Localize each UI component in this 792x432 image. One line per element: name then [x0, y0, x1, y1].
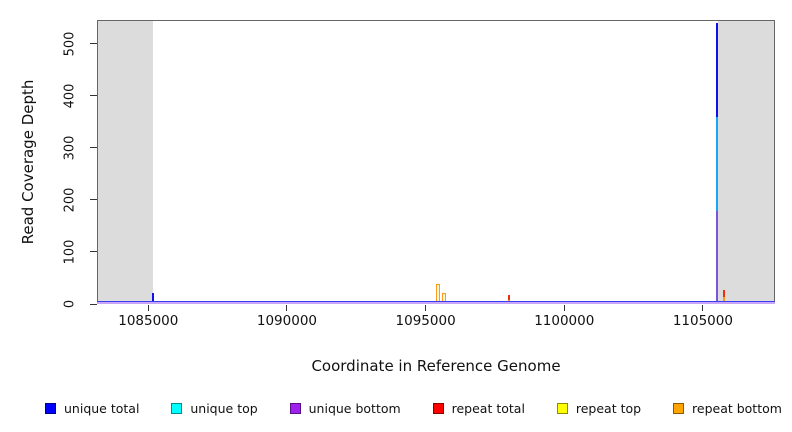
x-tick-mark: [147, 305, 149, 311]
legend-label: unique total: [64, 401, 140, 416]
spike-repeat-bottom: [722, 297, 725, 304]
legend-swatch-repeat-bottom: [673, 403, 685, 414]
y-tick-mark: [90, 303, 97, 305]
legend-swatch-unique-bottom: [289, 403, 301, 414]
y-tick-mark: [90, 147, 97, 149]
legend-label: unique bottom: [308, 401, 401, 416]
plot-area: [97, 20, 775, 304]
legend-label: repeat top: [575, 401, 642, 416]
x-tick-label: 1090000: [256, 313, 317, 329]
y-tick-mark: [90, 95, 97, 97]
legend-swatch-repeat-total: [432, 403, 444, 414]
x-tick-mark: [702, 305, 704, 311]
spike-unique-bottom: [716, 211, 719, 304]
legend-item: repeat total: [432, 401, 525, 416]
y-tick-mark: [90, 43, 97, 45]
masked-region: [717, 20, 775, 304]
x-tick-label: 1100000: [534, 313, 595, 329]
legend-item: unique bottom: [289, 401, 401, 416]
x-axis-title: Coordinate in Reference Genome: [311, 357, 561, 375]
x-tick-mark: [563, 305, 565, 311]
y-tick-label: 200: [62, 187, 78, 213]
y-tick-mark: [90, 199, 97, 201]
y-tick-label: 400: [62, 83, 78, 109]
legend-label: repeat total: [451, 401, 525, 416]
legend-swatch-repeat-top: [556, 403, 568, 414]
x-tick-mark: [286, 305, 288, 311]
legend: unique total unique top unique bottom repea…: [45, 401, 782, 416]
x-tick-label: 1095000: [395, 313, 456, 329]
y-tick-label: 0: [62, 299, 78, 309]
legend-item: repeat top: [556, 401, 642, 416]
x-tick-label: 1085000: [118, 313, 179, 329]
y-axis-title: Read Coverage Depth: [19, 79, 37, 245]
masked-region: [97, 20, 154, 304]
legend-item: unique top: [171, 401, 258, 416]
legend-label: unique top: [190, 401, 258, 416]
legend-swatch-unique-total: [45, 403, 56, 414]
y-tick-label: 300: [62, 135, 78, 161]
spike-repeat-total: [722, 289, 725, 304]
spike-repeat-total: [507, 295, 510, 304]
y-tick-label: 100: [62, 239, 78, 265]
spike-unique-top: [716, 116, 719, 304]
coverage-baseline: [97, 301, 775, 304]
x-tick-label: 1105000: [672, 313, 733, 329]
legend-swatch-unique-top: [171, 403, 183, 414]
legend-label: repeat bottom: [692, 401, 782, 416]
legend-item: unique total: [45, 401, 139, 416]
legend-item: repeat bottom: [673, 401, 782, 416]
plot-frame: [97, 20, 775, 304]
x-tick-mark: [425, 305, 427, 311]
y-tick-label: 500: [62, 31, 78, 57]
spike-unique-total: [151, 293, 154, 304]
y-tick-mark: [90, 251, 97, 253]
